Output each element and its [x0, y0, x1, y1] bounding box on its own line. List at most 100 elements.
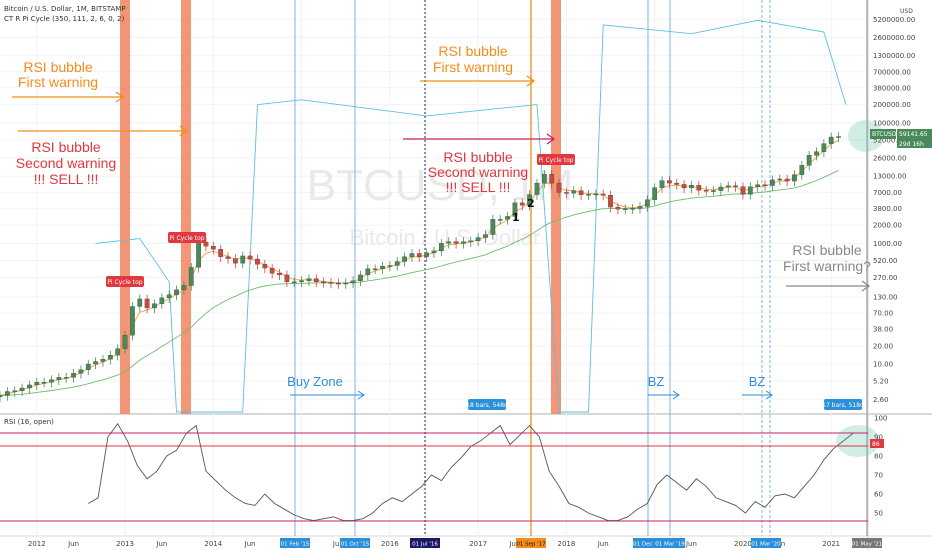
candle-body: [115, 348, 121, 356]
candle-body: [203, 241, 209, 247]
candle-body: [696, 185, 702, 191]
rsi-line: [88, 422, 854, 522]
candle-body: [225, 256, 231, 259]
pi-top-label: Pi Cycle top: [169, 235, 204, 242]
wave-label-2: 2: [527, 197, 535, 210]
rsi-tick: 60: [874, 491, 883, 499]
bubble-band-2017: [551, 0, 561, 414]
candle-body: [755, 184, 761, 187]
annotation-1-line1: RSI bubble: [23, 59, 92, 75]
candle-body: [416, 253, 422, 257]
price-candles: [0, 132, 841, 403]
pi-top-label: Pi Cycle top: [538, 157, 573, 164]
candle-body: [100, 359, 106, 362]
rsi-path: [88, 422, 854, 522]
candle-body: [490, 219, 496, 235]
candle-body: [247, 255, 253, 260]
rsi-current-tag: 86: [870, 439, 884, 448]
candle-body: [600, 193, 606, 196]
candle-body: [541, 174, 547, 184]
time-tick: Jun: [155, 540, 167, 548]
candle-body: [122, 335, 128, 349]
candle-body: [387, 265, 393, 267]
candle-body: [424, 252, 429, 257]
price-tick: 1300000.00: [873, 52, 915, 60]
candle-body: [19, 387, 25, 391]
candle-body: [762, 184, 768, 186]
time-marker-label: 01 Mar '20: [751, 542, 781, 548]
candle-body: [85, 363, 91, 370]
time-marker-bg: [340, 538, 370, 548]
candle-body: [836, 136, 841, 138]
price-tick: 13000.00: [873, 173, 906, 181]
arrow-1: [12, 91, 125, 103]
annotation-5-line1: RSI bubble: [792, 242, 861, 258]
annotation-2-line1: RSI bubble: [31, 139, 100, 155]
price-tick: 3800.00: [873, 205, 902, 213]
candle-body: [549, 174, 555, 184]
time-tick: 2017: [469, 540, 487, 548]
candle-body: [777, 178, 783, 181]
candle-body: [799, 165, 805, 175]
candle-body: [336, 282, 341, 285]
candle-body: [5, 391, 10, 396]
candle-body: [152, 303, 157, 309]
bars-label-2-text: 17 bars, 518d: [822, 402, 864, 409]
candle-body: [93, 361, 98, 365]
time-marker-label: 01 Dec '18: [633, 542, 663, 548]
rsi-tick: 50: [874, 510, 883, 518]
candle-body: [689, 185, 694, 189]
candle-body: [483, 234, 488, 238]
price-tick: 2000.00: [873, 222, 902, 230]
candle-body: [137, 298, 143, 307]
candle-body: [291, 281, 297, 284]
candle-body: [328, 282, 334, 284]
pi-cycle-top-2017: Pi Cycle top: [537, 154, 575, 165]
annotation-2-line2: Second warning: [16, 155, 116, 171]
time-tick: 2018: [557, 540, 575, 548]
candle-body: [828, 136, 834, 144]
candle-body: [269, 267, 275, 274]
candle-body: [711, 190, 716, 192]
time-tick: Jun: [508, 540, 520, 548]
upper-band-series: [95, 19, 847, 413]
price-tick: 52000.00: [873, 136, 906, 144]
rsi-tick: 100: [874, 415, 887, 423]
last-price-tag: BTCUSD 59141.65 29d 16h: [870, 129, 932, 148]
candle-body: [556, 182, 562, 193]
time-marker-label: 01 Sep '17: [516, 542, 546, 548]
candle-body: [622, 208, 628, 210]
time-marker-bg: [516, 538, 546, 548]
candle-body: [431, 250, 437, 253]
candle-body: [519, 202, 525, 206]
candle-body: [174, 289, 179, 296]
candle-body: [703, 190, 709, 192]
rsi-tick: 70: [874, 472, 883, 480]
time-marker-bg: [655, 538, 685, 548]
candle-body: [446, 241, 452, 244]
price-tick: 5200000.00: [873, 16, 915, 24]
candle-body: [667, 180, 672, 184]
bubble-band-2013: [120, 0, 130, 414]
time-marker-label: 01 May '21: [852, 542, 882, 548]
time-tick: Jun: [685, 540, 697, 548]
candle-body: [78, 369, 84, 374]
time-marker-bg: [633, 538, 663, 548]
candle-body: [571, 190, 577, 194]
time-marker-label: 01 Jul '16: [412, 542, 438, 548]
candle-body: [358, 274, 363, 281]
time-tick: 2012: [28, 540, 46, 548]
rsi-tick: 80: [874, 453, 883, 461]
candle-body: [637, 206, 643, 209]
candle-body: [593, 193, 599, 196]
price-tick: 7000.00: [873, 189, 902, 197]
candle-body: [306, 278, 312, 281]
candle-body: [394, 261, 400, 266]
time-tick: 2021: [822, 540, 840, 548]
chart-title: Bitcoin / U.S. Dollar, 1M, BITSTAMP: [4, 5, 126, 13]
last-symbol: BTCUSD: [872, 131, 897, 138]
time-tick: Jun: [597, 540, 609, 548]
rsi-title: RSI (16, open): [4, 418, 54, 426]
